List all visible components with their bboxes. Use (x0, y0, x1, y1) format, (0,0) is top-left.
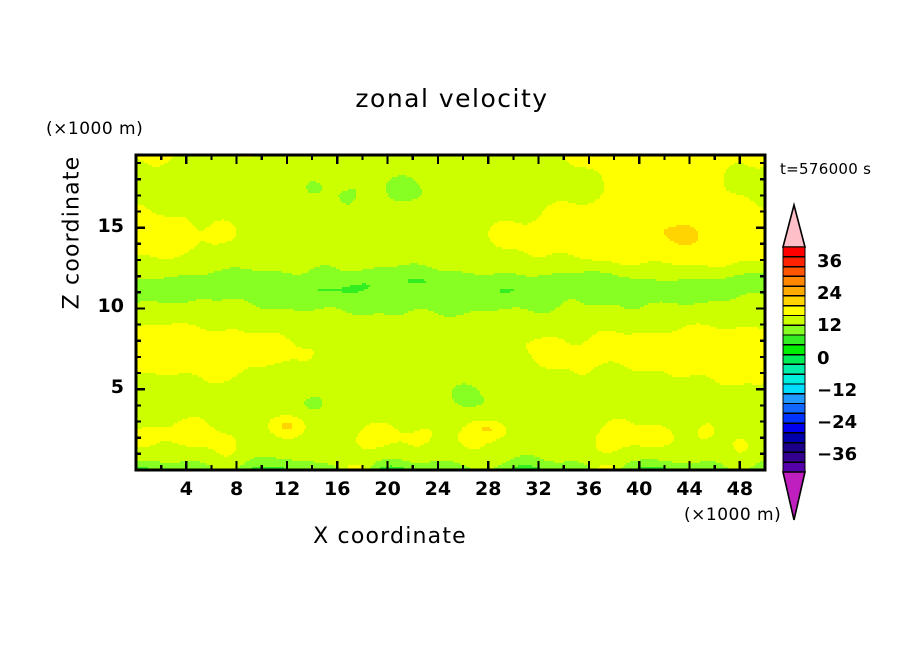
timestamp-label: t=576000 s (780, 160, 872, 178)
x-tick-label: 40 (625, 478, 653, 500)
y-tick-label: 5 (110, 376, 124, 399)
y-tick-label: 10 (97, 295, 124, 318)
x-axis-unit-label: (×1000 m) (684, 505, 782, 525)
colorbar-tick-label: −24 (817, 411, 858, 433)
colorbar-tick-label: 36 (817, 251, 843, 273)
y-axis-unit-label: (×1000 m) (46, 119, 144, 139)
x-tick-label: 44 (676, 478, 703, 500)
x-tick-label: 24 (424, 478, 452, 500)
colorbar-band (782, 275, 806, 288)
colorbar-tick-label: 24 (817, 283, 843, 305)
colorbar-band (782, 324, 806, 337)
page-title: zonal velocity (355, 84, 549, 113)
x-tick-label: 8 (230, 478, 244, 500)
y-tick-label: 15 (97, 214, 124, 237)
colorbar-tick-label: 12 (817, 315, 843, 337)
colorbar-band (782, 353, 806, 366)
colorbar-band (782, 393, 806, 405)
colorbar-band (782, 246, 806, 258)
contour-fill (136, 155, 765, 470)
colorbar-band (782, 334, 806, 346)
colorbar-band (782, 412, 806, 425)
colorbar-band (782, 285, 806, 298)
colorbar-band (782, 451, 806, 464)
colorbar-band (782, 432, 806, 444)
colorbar-band (782, 383, 806, 395)
colorbar-band (782, 402, 806, 415)
colorbar-band (782, 422, 806, 434)
colorbar-band (782, 461, 806, 474)
colorbar-band (782, 344, 806, 356)
x-tick-label: 28 (475, 478, 502, 500)
colorbar[interactable] (781, 201, 807, 521)
colorbar-band (782, 256, 806, 268)
colorbar-band (782, 373, 806, 386)
colorbar-band (782, 295, 806, 307)
colorbar-cap-high (781, 201, 807, 248)
colorbar-band (782, 304, 806, 317)
colorbar-band (782, 265, 806, 278)
colorbar-tick-label: −12 (817, 379, 858, 401)
colorbar-cap-low (781, 471, 807, 521)
colorbar-tick-label: −36 (817, 443, 858, 465)
x-tick-label: 36 (575, 478, 603, 500)
colorbar-band (782, 314, 806, 327)
colorbar-tick-label: 0 (817, 347, 830, 369)
x-tick-label: 16 (324, 478, 351, 500)
x-tick-label: 48 (726, 478, 754, 500)
x-tick-label: 4 (179, 478, 193, 500)
x-tick-label: 12 (273, 478, 301, 500)
colorbar-band (782, 363, 806, 376)
x-tick-label: 20 (374, 478, 401, 500)
plot-frame (134, 153, 767, 472)
colorbar-band (782, 441, 806, 454)
x-axis-title: X coordinate (313, 524, 467, 549)
x-tick-label: 32 (525, 478, 552, 500)
